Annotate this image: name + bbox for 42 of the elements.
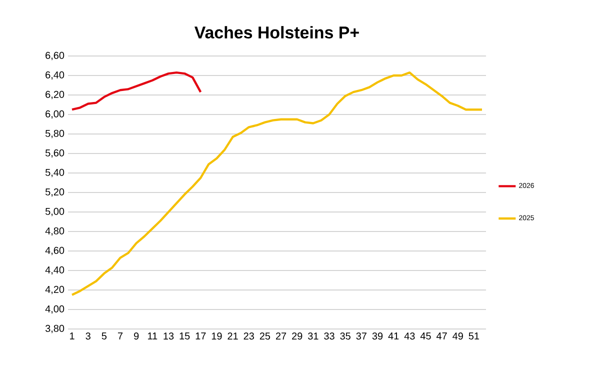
x-tick-label: 25 bbox=[260, 332, 270, 340]
y-tick-label: 5,80 bbox=[45, 130, 64, 138]
y-tick-label: 5,00 bbox=[45, 208, 64, 216]
y-tick-label: 4,00 bbox=[45, 305, 64, 314]
x-tick-label: 45 bbox=[420, 332, 431, 340]
x-tick-label: 39 bbox=[372, 332, 383, 340]
x-tick-label: 41 bbox=[388, 332, 399, 340]
x-tick-label: 27 bbox=[276, 332, 286, 340]
x-tick-label: 13 bbox=[164, 332, 174, 340]
x-tick-label: 17 bbox=[196, 332, 206, 340]
x-tick-label: 49 bbox=[452, 332, 463, 340]
x-tick-label: 23 bbox=[244, 332, 254, 340]
x-tick-label: 33 bbox=[324, 332, 334, 340]
x-tick-label: 51 bbox=[468, 332, 480, 340]
y-tick-label: 5,60 bbox=[45, 149, 64, 158]
y-tick-label: 6,20 bbox=[46, 90, 64, 100]
x-tick-label: 29 bbox=[292, 332, 302, 340]
y-tick-label: 6,00 bbox=[46, 110, 64, 119]
x-tick-label: 31 bbox=[308, 332, 318, 340]
x-tick-label: 15 bbox=[180, 332, 190, 340]
x-tick-label: 11 bbox=[148, 332, 158, 340]
x-tick-label: 5 bbox=[102, 332, 107, 340]
chart-title: Vaches Holsteins P+ bbox=[194, 26, 359, 39]
x-tick-label: 7 bbox=[118, 332, 123, 340]
x-tick-label: 35 bbox=[340, 332, 350, 340]
x-tick-label: 3 bbox=[86, 332, 90, 340]
x-tick-label: 1 bbox=[70, 332, 74, 340]
y-tick-label: 4,60 bbox=[45, 246, 64, 256]
y-tick-label: 5,40 bbox=[45, 168, 64, 178]
x-tick-label: 37 bbox=[356, 332, 366, 340]
y-tick-label: 4,40 bbox=[45, 266, 64, 275]
y-tick-label: 6,40 bbox=[46, 71, 64, 80]
x-tick-label: 9 bbox=[134, 332, 139, 340]
y-tick-label: 4,80 bbox=[45, 227, 64, 236]
y-tick-label: 5,20 bbox=[45, 188, 64, 197]
x-tick-label: 21 bbox=[228, 332, 238, 340]
y-tick-label: 6,60 bbox=[46, 52, 64, 60]
x-tick-label: 43 bbox=[404, 332, 415, 340]
y-tick-label: 4,20 bbox=[45, 286, 64, 294]
y-tick-label: 3,80 bbox=[45, 324, 64, 334]
x-tick-label: 47 bbox=[436, 332, 447, 340]
x-tick-label: 19 bbox=[212, 332, 222, 340]
